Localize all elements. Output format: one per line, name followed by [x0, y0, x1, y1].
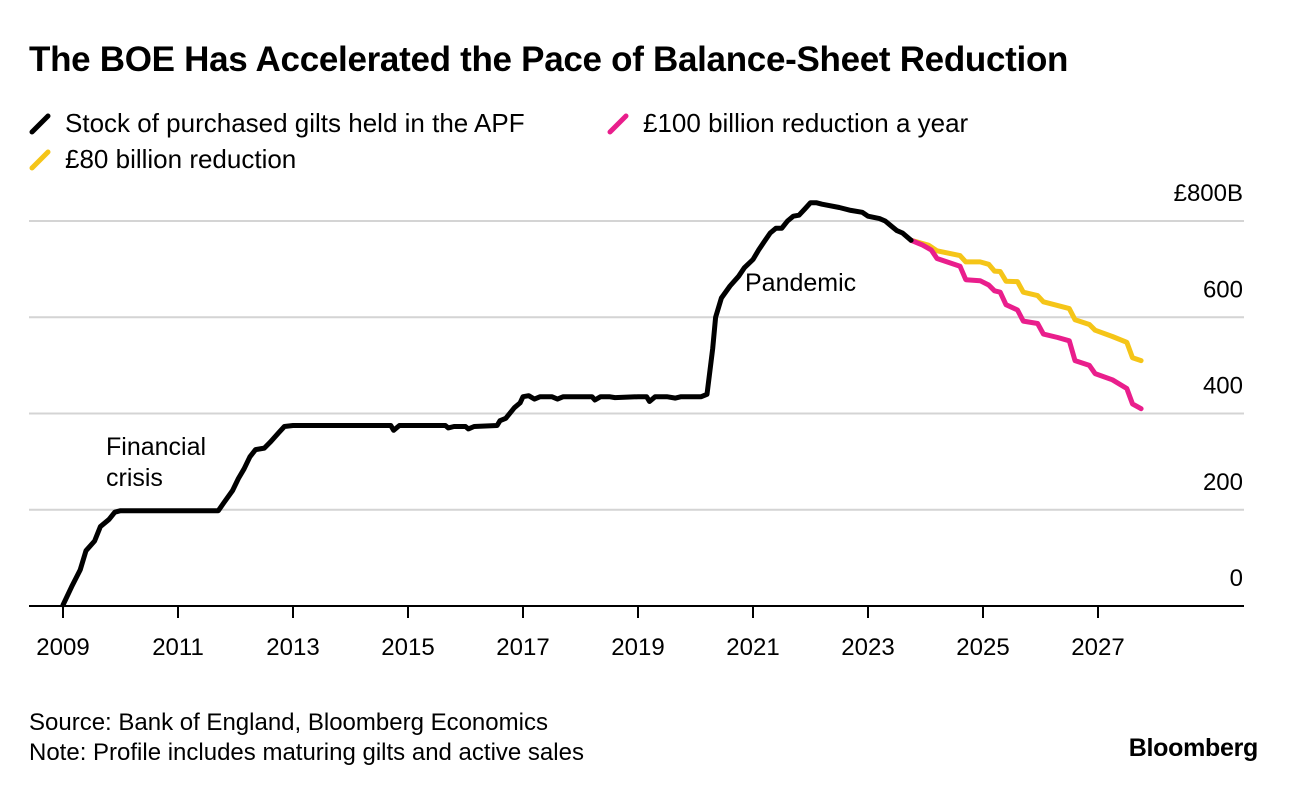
series-line-apf-stock	[60, 200, 914, 608]
source-note: Source: Bank of England, Bloomberg Econo…	[29, 709, 548, 736]
x-tick-label: 2021	[726, 634, 779, 661]
legend-swatch-100b	[607, 113, 629, 134]
legend-label-80b: £80 billion reduction	[65, 144, 297, 174]
chart-title: The BOE Has Accelerated the Pace of Bala…	[29, 40, 1069, 79]
x-tick-label: 2009	[36, 634, 89, 661]
x-axis: 2009 2011 2013 2015 2017 2019 2021 2023 2025 2027	[29, 605, 1244, 661]
legend-item-apf: Stock of purchased gilts held in the APF	[29, 108, 525, 139]
series-line-80b-reduction	[908, 237, 1144, 364]
legend-label-100b: £100 billion reduction a year	[643, 108, 969, 138]
y-tick-label: £800B	[1174, 180, 1243, 207]
legend-swatch-80b	[29, 149, 51, 170]
bloomberg-logo: Bloomberg	[1128, 734, 1259, 762]
x-tick-label: 2025	[956, 634, 1009, 661]
y-tick-label: 0	[1230, 565, 1243, 592]
y-tick-label: 200	[1203, 469, 1243, 496]
annotation-financial-crisis-line2: crisis	[106, 464, 163, 492]
x-tick-label: 2015	[381, 634, 434, 661]
legend-item-100b: £100 billion reduction a year	[607, 108, 968, 139]
annotations: Financial crisis Pandemic	[106, 269, 856, 492]
annotation-pandemic: Pandemic	[745, 269, 856, 297]
series-line-100b-reduction	[908, 237, 1144, 412]
legend-label-apf: Stock of purchased gilts held in the APF	[65, 108, 525, 138]
x-tick-label: 2013	[266, 634, 319, 661]
x-tick-label: 2011	[152, 634, 204, 661]
x-tick-label: 2019	[611, 634, 664, 661]
gridlines	[29, 220, 1244, 511]
legend-swatch-apf	[29, 113, 51, 134]
x-tick-label: 2017	[496, 634, 549, 661]
y-tick-label: 400	[1203, 373, 1243, 400]
legend-item-80b: £80 billion reduction	[29, 144, 296, 175]
annotation-financial-crisis-line1: Financial	[106, 433, 206, 461]
x-tick-label: 2023	[841, 634, 894, 661]
x-tick-label: 2027	[1071, 634, 1124, 661]
series-lines	[60, 200, 1144, 608]
y-axis-ticks: 0 200 400 600 £800B	[1174, 180, 1243, 592]
footnote: Note: Profile includes maturing gilts an…	[29, 739, 584, 766]
y-tick-label: 600	[1203, 276, 1243, 303]
